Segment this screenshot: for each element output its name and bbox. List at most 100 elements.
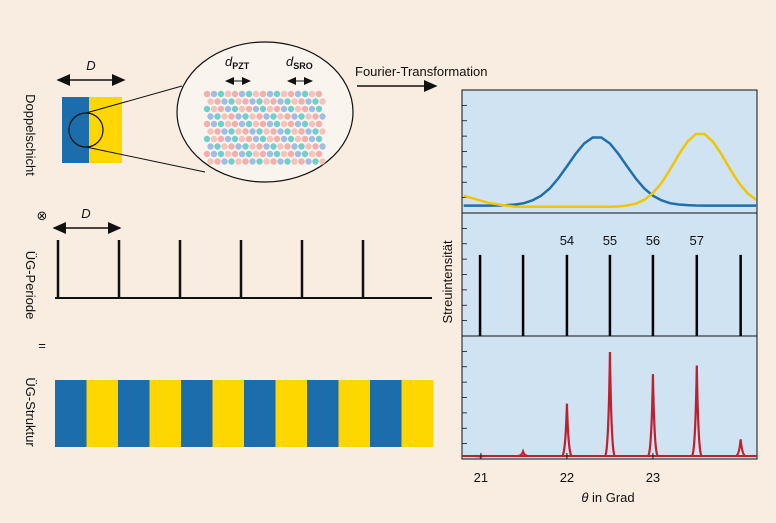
atom [246, 151, 252, 157]
atom [218, 106, 224, 112]
atom [239, 106, 245, 112]
atom [281, 106, 287, 112]
atom [284, 143, 290, 149]
atom [228, 113, 234, 119]
atom [291, 158, 297, 164]
atom [232, 121, 238, 127]
period-symbol: D [81, 206, 90, 221]
atom [274, 151, 280, 157]
atom [249, 143, 255, 149]
atom [270, 98, 276, 104]
atom [319, 98, 325, 104]
order-label: 57 [690, 233, 704, 248]
atom [316, 151, 322, 157]
atom [319, 143, 325, 149]
atom [207, 143, 213, 149]
panel [462, 90, 757, 213]
atom [305, 98, 311, 104]
atom [242, 128, 248, 134]
atom [302, 151, 308, 157]
bilayer-label: Doppelschicht [23, 94, 38, 176]
atom [256, 113, 262, 119]
atom [309, 151, 315, 157]
atom [228, 128, 234, 134]
atom [291, 128, 297, 134]
atom [260, 91, 266, 97]
x-tick-label: 23 [646, 470, 660, 485]
atom [249, 98, 255, 104]
label-sub: SRO [293, 61, 313, 71]
atom [232, 151, 238, 157]
stripe [55, 380, 87, 447]
atom [232, 136, 238, 142]
atom [256, 128, 262, 134]
structure-label: ÜG-Struktur [23, 377, 38, 447]
atom [218, 151, 224, 157]
atom [218, 121, 224, 127]
atom [302, 136, 308, 142]
stripe [213, 380, 245, 447]
atom [204, 151, 210, 157]
atom [218, 91, 224, 97]
atom [288, 91, 294, 97]
atom [207, 98, 213, 104]
atom [235, 128, 241, 134]
atom [309, 106, 315, 112]
atom [277, 158, 283, 164]
x-axis-label: θ in Grad [581, 490, 634, 505]
atom [260, 151, 266, 157]
atom [281, 91, 287, 97]
stripe [118, 380, 150, 447]
atom [302, 106, 308, 112]
layer-pzt [62, 97, 89, 163]
chart: 54555657212223 [462, 90, 757, 485]
atom [281, 136, 287, 142]
atom [302, 121, 308, 127]
atom [319, 128, 325, 134]
atom [242, 143, 248, 149]
atom [211, 151, 217, 157]
atom [312, 98, 318, 104]
atom [249, 113, 255, 119]
atom [263, 128, 269, 134]
atom [309, 121, 315, 127]
atom [253, 136, 259, 142]
atom [246, 91, 252, 97]
x-tick-label: 21 [474, 470, 488, 485]
atom [267, 151, 273, 157]
atom [288, 136, 294, 142]
peak [475, 456, 485, 457]
atom [242, 158, 248, 164]
period-label: ÜG-Periode [23, 251, 38, 320]
atom [263, 158, 269, 164]
atom [253, 91, 259, 97]
label-sub: PZT [232, 61, 250, 71]
atom [218, 136, 224, 142]
atom [284, 128, 290, 134]
atom [207, 113, 213, 119]
atom [214, 143, 220, 149]
atom [263, 98, 269, 104]
atom [221, 113, 227, 119]
stripe [181, 380, 213, 447]
atom [211, 91, 217, 97]
atom [235, 143, 241, 149]
atom [305, 158, 311, 164]
atom [316, 136, 322, 142]
atom [239, 136, 245, 142]
atom [305, 143, 311, 149]
atom [263, 143, 269, 149]
atom [270, 143, 276, 149]
atom [207, 158, 213, 164]
atom [260, 106, 266, 112]
atom [298, 128, 304, 134]
atom [249, 158, 255, 164]
atom [214, 113, 220, 119]
atom [204, 121, 210, 127]
atom [312, 158, 318, 164]
atom [214, 128, 220, 134]
atom [239, 121, 245, 127]
atom [235, 98, 241, 104]
stripe [276, 380, 308, 447]
atom [253, 106, 259, 112]
